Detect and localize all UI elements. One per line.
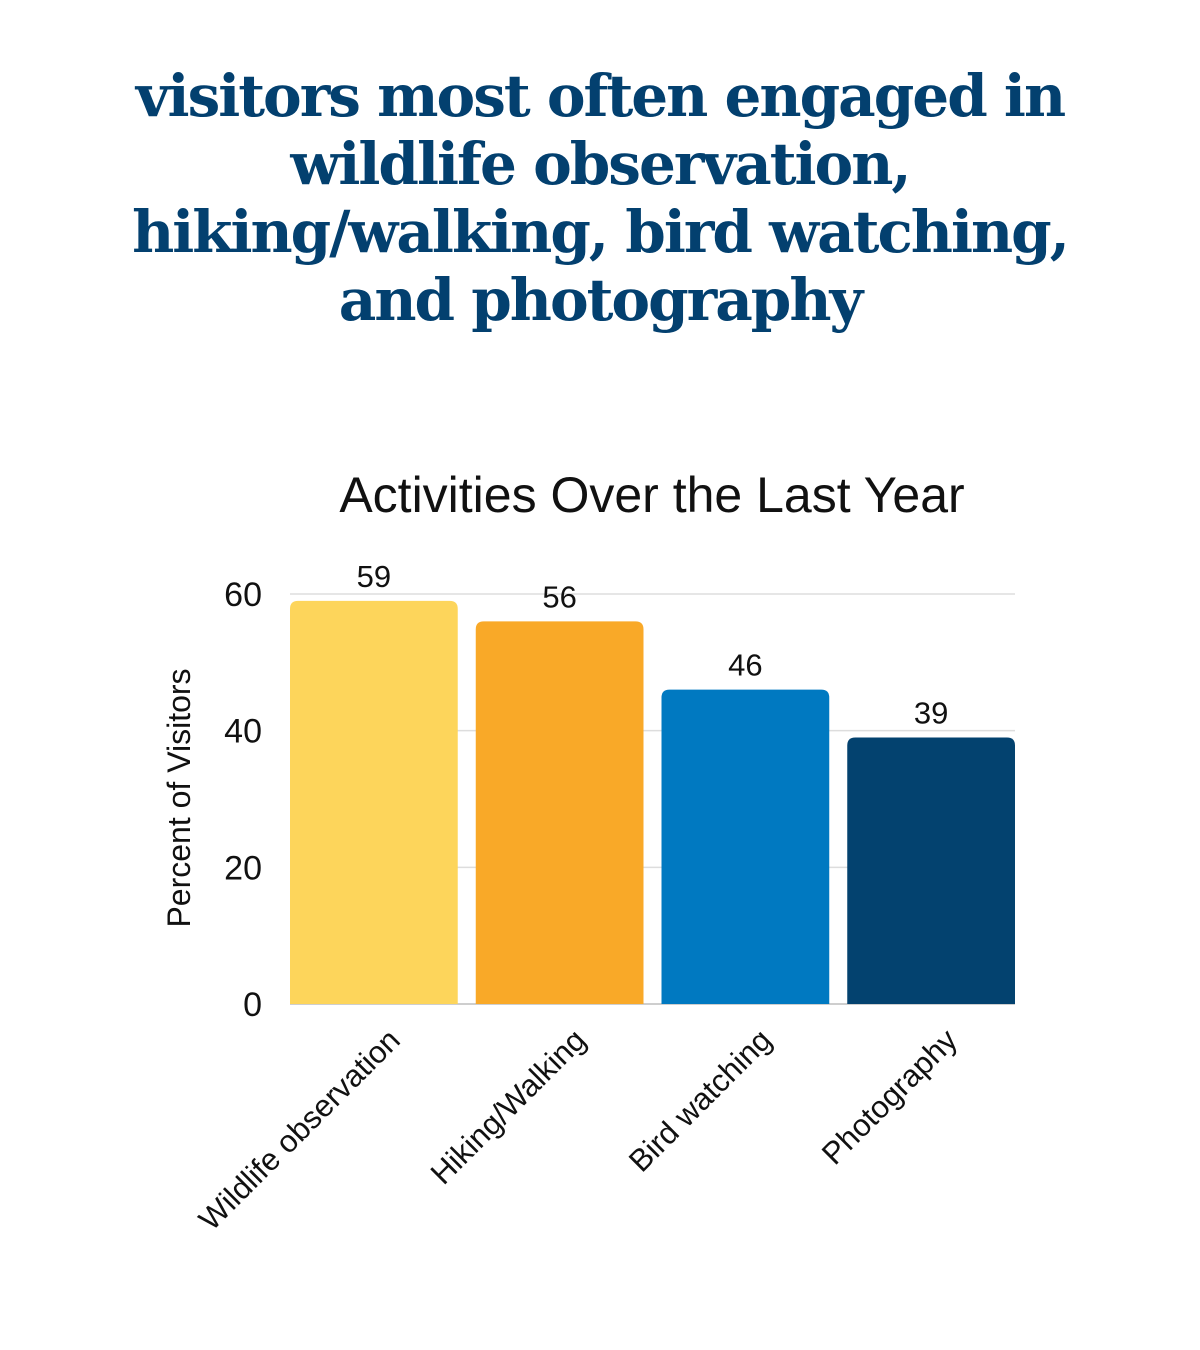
y-tick-label: 0: [243, 986, 262, 1024]
bar-wildlife-observation: [290, 600, 458, 1004]
bar-bird-watching: [661, 689, 830, 1004]
data-label: 39: [914, 696, 948, 731]
bar-photography: [847, 737, 1015, 1004]
y-axis-label: Percent of Visitors: [161, 668, 197, 927]
x-tick-label: Photography: [815, 1022, 964, 1171]
chart-title: Activities Over the Last Year: [339, 467, 964, 523]
headline: visitors most often engaged in wildlife …: [132, 62, 1070, 334]
y-tick-label: 20: [224, 849, 262, 887]
y-tick-label: 40: [224, 713, 262, 751]
data-label: 59: [357, 559, 391, 594]
x-tick-label: Bird watching: [622, 1022, 778, 1178]
y-axis-ticks: 0 20 40 60: [224, 576, 262, 1024]
x-tick-label: Hiking/Walking: [424, 1022, 593, 1191]
bar-hiking-walking: [475, 621, 644, 1004]
bars: [290, 600, 1015, 1004]
y-tick-label: 60: [224, 576, 262, 614]
x-axis-labels: Wildlife observation Hiking/Walking Bird w…: [192, 1022, 964, 1237]
data-label: 56: [542, 579, 576, 614]
data-label: 46: [728, 648, 762, 683]
x-tick-label: Wildlife observation: [192, 1022, 407, 1237]
data-labels: 59 56 46 39: [357, 559, 949, 731]
